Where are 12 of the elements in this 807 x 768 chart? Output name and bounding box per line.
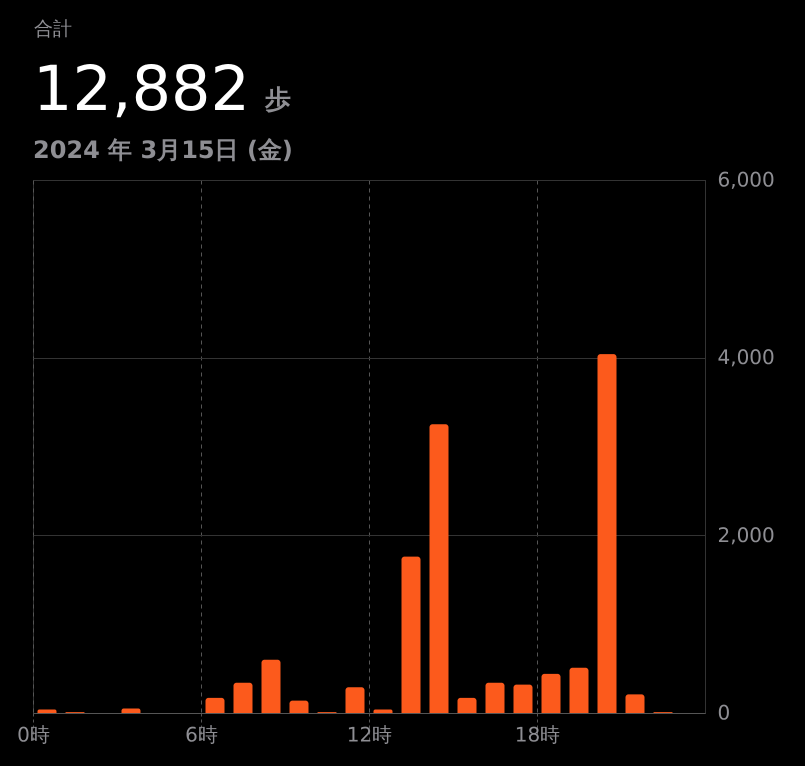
text: 合計: [34, 18, 72, 40]
chart-title: 12,882: [33, 52, 250, 125]
y-tick-label: 0: [718, 700, 730, 724]
text: 歩: [264, 85, 291, 115]
x-tick-label: 12時: [346, 722, 392, 746]
y-tick-label: 6,000: [718, 168, 775, 192]
x-tick-label: 18時: [514, 722, 560, 746]
y-tick-label: 4,000: [718, 345, 775, 370]
y-tick-label: 2,000: [718, 522, 775, 547]
x-tick-label: 0時: [17, 722, 50, 746]
x-tick-label: 6時: [185, 722, 218, 746]
chart-subtitle: 2024 年 3月15日 (金): [33, 136, 293, 164]
